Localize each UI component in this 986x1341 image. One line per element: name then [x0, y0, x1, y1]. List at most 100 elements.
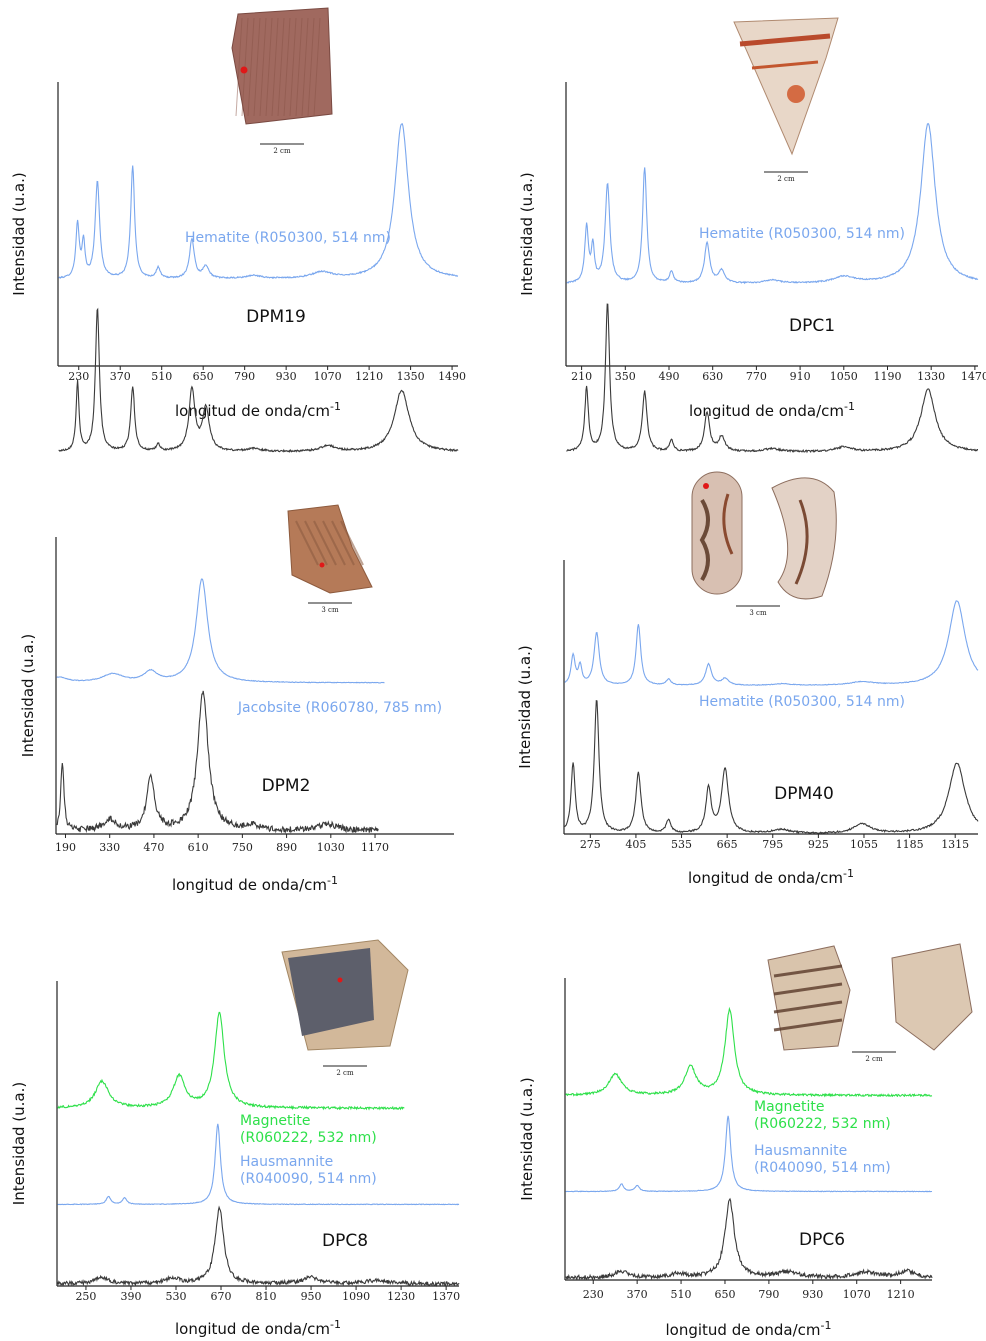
reference-label-magnetite: Magnetite (R060222, 532 nm) — [754, 1099, 891, 1132]
painted-band — [773, 982, 843, 996]
x-axis-label-exponent: -1 — [843, 867, 854, 880]
texture-line — [289, 17, 297, 117]
x-axis-label: longitud de onda/cm-1 — [665, 1319, 831, 1339]
texture-line — [295, 17, 303, 117]
analysis-point — [319, 562, 325, 568]
texture-line — [313, 17, 321, 117]
reference-label-line: Magnetite — [754, 1099, 825, 1115]
texture-line — [307, 17, 315, 117]
sample-label: DPC6 — [799, 1230, 845, 1250]
x-axis-label-text: longitud de onda/cm — [689, 402, 844, 420]
x-axis-label: longitud de onda/cm-1 — [172, 874, 338, 894]
sherd-photo-back — [891, 943, 973, 1051]
x-tick-label: 1470 — [961, 370, 986, 383]
x-axis-label: longitud de onda/cm-1 — [175, 400, 341, 420]
reference-label-hematite: Hematite (R050300, 514 nm) — [185, 230, 391, 246]
painted-band — [773, 1018, 843, 1032]
x-tick-label: 910 — [790, 370, 811, 383]
x-tick-label: 330 — [99, 841, 120, 854]
dark-slip — [288, 948, 374, 1036]
reference-label-line: (R060222, 532 nm) — [754, 1116, 891, 1132]
incised-line — [340, 520, 364, 566]
y-axis-label: Intensidad (u.a.) — [10, 1082, 28, 1205]
x-tick-label: 530 — [165, 1290, 186, 1303]
x-tick-label: 230 — [68, 370, 89, 383]
incised-line — [331, 520, 355, 566]
x-tick-label: 1190 — [873, 370, 901, 383]
x-tick-label: 770 — [746, 370, 767, 383]
y-axis-label: Intensidad (u.a.) — [518, 1077, 536, 1200]
sample-photo: 2 cm — [767, 943, 973, 1063]
painted-motif — [787, 85, 805, 103]
texture-line — [253, 17, 261, 117]
x-tick-label: 190 — [55, 841, 76, 854]
sample-label: DPM19 — [246, 307, 306, 327]
x-tick-label: 390 — [120, 1290, 141, 1303]
x-tick-label: 1210 — [887, 1288, 915, 1301]
x-tick-label: 1090 — [342, 1290, 370, 1303]
chart-panel-dpc1: 210 350 490 630 770 910 1050 1190 1330 1470 longit… — [518, 17, 986, 454]
x-tick-label: 750 — [232, 841, 253, 854]
incised-line — [313, 520, 337, 566]
x-tick-label: 1210 — [355, 370, 383, 383]
x-axis-label-exponent: -1 — [844, 400, 855, 413]
reference-label-hematite: Hematite (R050300, 514 nm) — [699, 694, 905, 710]
x-tick-label: 470 — [143, 841, 164, 854]
x-tick-label: 1070 — [314, 370, 342, 383]
x-axis-label-text: longitud de onda/cm — [172, 876, 327, 894]
x-axis-label: longitud de onda/cm-1 — [175, 1318, 341, 1338]
spectrum-magnetite — [565, 1006, 933, 1098]
spectrum-dpm2 — [56, 690, 379, 834]
spectrum-jacobsite — [56, 578, 385, 684]
painted-motif — [794, 499, 809, 585]
reference-label-magnetite: Magnetite (R060222, 532 nm) — [240, 1113, 377, 1146]
reference-label-line: Hausmannite — [754, 1143, 847, 1159]
reference-label-hausmannite: Hausmannite (R040090, 514 nm) — [240, 1154, 377, 1187]
x-axis-label-text: longitud de onda/cm — [175, 1320, 330, 1338]
x-tick-label: 210 — [571, 370, 592, 383]
reference-label-line: (R040090, 514 nm) — [754, 1160, 891, 1176]
texture-line — [235, 17, 243, 117]
reference-label-line: (R040090, 514 nm) — [240, 1171, 377, 1187]
sample-photo: 3 cm — [691, 471, 837, 617]
x-tick-label: 930 — [802, 1288, 823, 1301]
scale-bar-label: 3 cm — [321, 606, 339, 614]
chart-panel-dpc6: 230 370 510 650 790 930 1070 1210 longitud de on… — [518, 943, 973, 1339]
y-axis-label: Intensidad (u.a.) — [518, 172, 536, 295]
x-tick-label: 230 — [583, 1288, 604, 1301]
x-tick-label: 650 — [714, 1288, 735, 1301]
incised-line — [304, 520, 328, 566]
x-tick-label: 1170 — [361, 841, 389, 854]
x-tick-label: 370 — [627, 1288, 648, 1301]
analysis-point — [703, 483, 709, 489]
x-tick-label: 370 — [110, 370, 131, 383]
x-tick-label: 950 — [301, 1290, 322, 1303]
analysis-point — [337, 977, 343, 983]
x-tick-label: 670 — [211, 1290, 232, 1303]
y-axis-label: Intensidad (u.a.) — [10, 172, 28, 295]
x-tick-label: 350 — [615, 370, 636, 383]
reference-label-hausmannite: Hausmannite (R040090, 514 nm) — [754, 1143, 891, 1176]
x-axis-label-exponent: -1 — [330, 1318, 341, 1331]
painted-motif — [699, 498, 710, 582]
texture-line — [283, 17, 291, 117]
x-tick-label: 275 — [580, 838, 601, 851]
sample-label: DPM2 — [262, 776, 311, 796]
x-tick-label: 925 — [808, 838, 829, 851]
chart-panel-dpm2: 190 330 470 610 750 890 1030 1170 longitud de on… — [19, 504, 454, 894]
x-tick-label: 490 — [659, 370, 680, 383]
scale-bar-label: 2 cm — [273, 147, 291, 155]
x-tick-label: 1350 — [397, 370, 425, 383]
scale-bar-label: 3 cm — [749, 609, 767, 617]
x-tick-label: 1330 — [917, 370, 945, 383]
x-tick-label: 1030 — [317, 841, 345, 854]
chart-panel-dpm40: 275 405 535 665 795 925 1055 1185 1315 longitud d… — [516, 471, 979, 887]
x-tick-label: 650 — [193, 370, 214, 383]
painted-band — [773, 964, 843, 978]
x-tick-label: 1230 — [387, 1290, 415, 1303]
reference-label-line: (R060222, 532 nm) — [240, 1130, 377, 1146]
painted-band — [751, 60, 819, 70]
x-tick-label: 510 — [671, 1288, 692, 1301]
x-axis-label-exponent: -1 — [330, 400, 341, 413]
x-axis-label-exponent: -1 — [327, 874, 338, 887]
